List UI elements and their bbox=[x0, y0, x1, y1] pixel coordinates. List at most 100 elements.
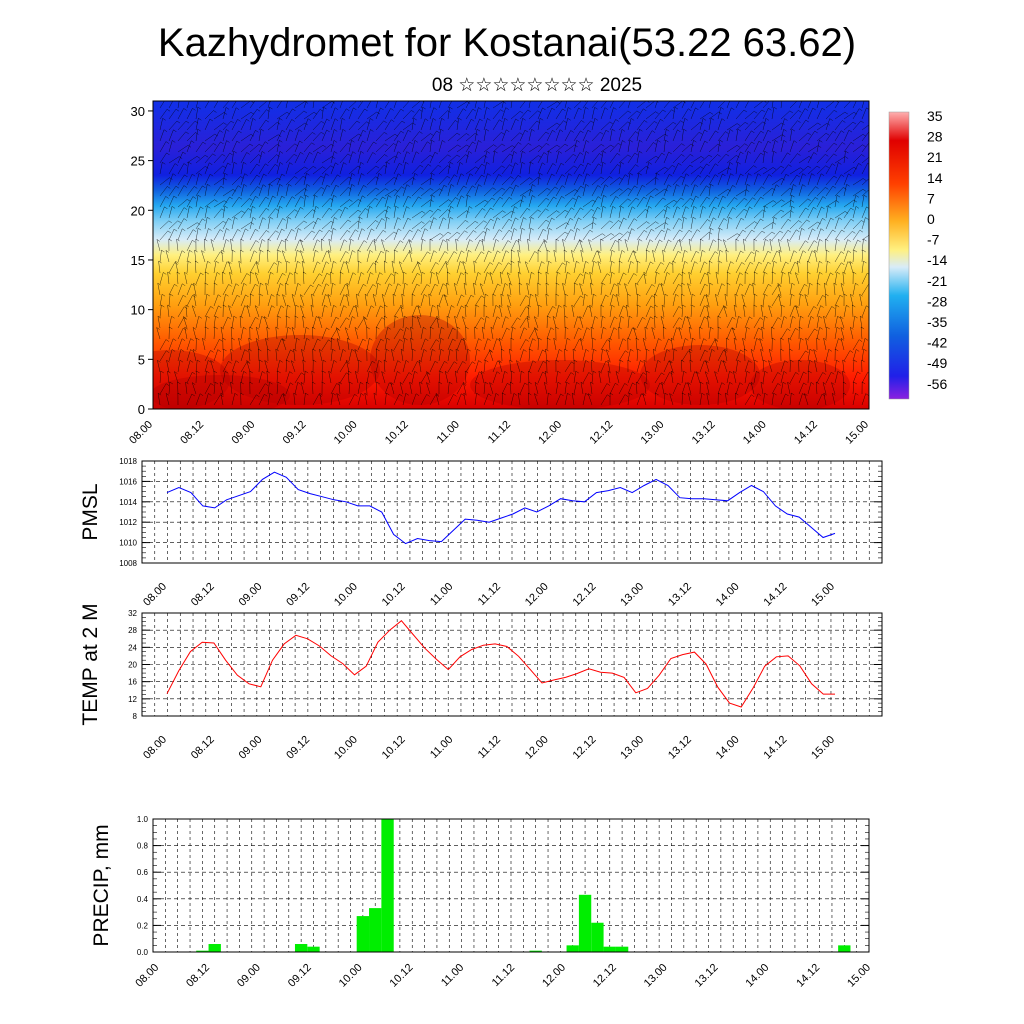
wind-barb-flag bbox=[306, 184, 311, 187]
wind-barb-flag bbox=[705, 360, 709, 363]
y-tick-label: 30 bbox=[131, 104, 145, 119]
wind-barb bbox=[258, 283, 261, 296]
wind-barb-flag bbox=[725, 249, 729, 253]
wind-barb bbox=[852, 316, 855, 329]
wind-barb-flag bbox=[464, 230, 468, 233]
wind-barb-flag bbox=[499, 119, 503, 122]
wind-barb-flag bbox=[787, 219, 792, 222]
wind-barb bbox=[294, 196, 301, 208]
wind-barb bbox=[384, 349, 387, 362]
wind-barb-flag bbox=[440, 128, 444, 132]
wind-barb-flag bbox=[444, 294, 448, 297]
wind-barb-flag bbox=[545, 293, 549, 297]
wind-barb bbox=[402, 360, 407, 373]
wind-barb-flag bbox=[508, 197, 513, 200]
wind-barb-flag bbox=[319, 229, 323, 233]
wind-barb bbox=[771, 165, 782, 175]
wind-barb-flag bbox=[702, 250, 706, 253]
wind-barb-flag bbox=[326, 118, 330, 122]
wind-barb-flag bbox=[277, 144, 281, 147]
wind-barb bbox=[591, 101, 599, 109]
wind-barb bbox=[744, 221, 755, 230]
wind-barb-flag bbox=[327, 294, 332, 297]
wind-barb-flag bbox=[627, 121, 631, 125]
wind-barb-flag bbox=[285, 282, 289, 286]
wind-barb bbox=[798, 240, 806, 252]
wind-barb bbox=[375, 230, 384, 241]
wind-barb-flag bbox=[354, 349, 358, 352]
wind-barb-flag bbox=[574, 189, 579, 192]
wind-barb bbox=[168, 262, 176, 274]
wind-barb-flag bbox=[177, 381, 181, 385]
wind-barb-flag bbox=[606, 339, 611, 342]
wind-barb bbox=[798, 119, 806, 131]
wind-barb bbox=[186, 156, 198, 164]
wind-barb-flag bbox=[455, 238, 459, 242]
wind-barb-flag bbox=[462, 261, 466, 264]
wind-barb bbox=[254, 272, 260, 285]
wind-barb-flag bbox=[168, 220, 172, 224]
wind-barb-flag bbox=[258, 348, 262, 352]
wind-barb-flag bbox=[539, 172, 543, 176]
wind-barb bbox=[366, 250, 371, 263]
wind-barb-flag bbox=[172, 173, 177, 176]
wind-barb bbox=[789, 184, 794, 197]
wind-barb bbox=[347, 338, 350, 351]
wind-barb bbox=[861, 284, 869, 296]
time-tick-label: 13.00 bbox=[618, 734, 646, 762]
wind-barb bbox=[222, 189, 234, 197]
wind-barb-flag bbox=[310, 284, 314, 288]
wind-barb-flag bbox=[676, 184, 680, 187]
wind-barb bbox=[393, 306, 401, 318]
wind-barb bbox=[600, 383, 608, 395]
wind-barb bbox=[670, 371, 674, 384]
wind-barb bbox=[194, 261, 197, 274]
wind-barb-flag bbox=[580, 250, 584, 253]
wind-barb bbox=[375, 188, 386, 197]
wind-barb bbox=[348, 107, 354, 120]
wind-barb-flag bbox=[740, 349, 744, 353]
wind-barb-flag bbox=[687, 316, 691, 319]
wind-barb-flag bbox=[360, 151, 364, 154]
wind-barb-flag bbox=[189, 206, 193, 209]
wind-barb bbox=[517, 239, 521, 252]
wind-barb-flag bbox=[163, 272, 167, 275]
wind-barb-flag bbox=[417, 305, 422, 308]
y-tick-label: 1008 bbox=[119, 559, 137, 568]
wind-barb-flag bbox=[611, 271, 615, 275]
wind-barb bbox=[689, 360, 692, 373]
wind-barb bbox=[492, 197, 501, 208]
wind-barb bbox=[609, 327, 615, 340]
wind-barb-flag bbox=[833, 282, 838, 286]
wind-barb bbox=[843, 199, 854, 208]
wind-barb bbox=[398, 261, 404, 274]
wind-barb-flag bbox=[263, 173, 267, 177]
wind-barb-flag bbox=[618, 220, 622, 223]
wind-barb-flag bbox=[282, 218, 286, 221]
y-tick-label: 12 bbox=[128, 695, 137, 704]
wind-barb-flag bbox=[542, 371, 546, 375]
wind-barb bbox=[330, 349, 333, 362]
wind-barb bbox=[654, 382, 661, 395]
wind-barb bbox=[816, 123, 828, 131]
wind-barb bbox=[384, 162, 388, 175]
wind-barb-flag bbox=[685, 173, 690, 176]
wind-barb bbox=[789, 393, 792, 406]
wind-barb-flag bbox=[604, 184, 609, 187]
wind-barb-flag bbox=[827, 260, 831, 264]
time-tick-label: 09.00 bbox=[235, 962, 263, 990]
wind-barb-flag bbox=[277, 122, 281, 125]
wind-barb bbox=[852, 382, 855, 395]
wind-barb-flag bbox=[196, 156, 201, 159]
wind-barb-flag bbox=[167, 230, 171, 234]
wind-barb-flag bbox=[815, 186, 819, 189]
wind-barb bbox=[220, 393, 224, 406]
wind-barb bbox=[510, 327, 513, 340]
wind-barb bbox=[780, 328, 788, 340]
wind-barb-flag bbox=[182, 228, 186, 231]
wind-barb-flag bbox=[176, 238, 180, 242]
wind-barb-flag bbox=[731, 327, 736, 330]
wind-barb bbox=[708, 327, 711, 340]
wind-barb bbox=[501, 250, 507, 263]
wind-barb-flag bbox=[220, 98, 223, 100]
